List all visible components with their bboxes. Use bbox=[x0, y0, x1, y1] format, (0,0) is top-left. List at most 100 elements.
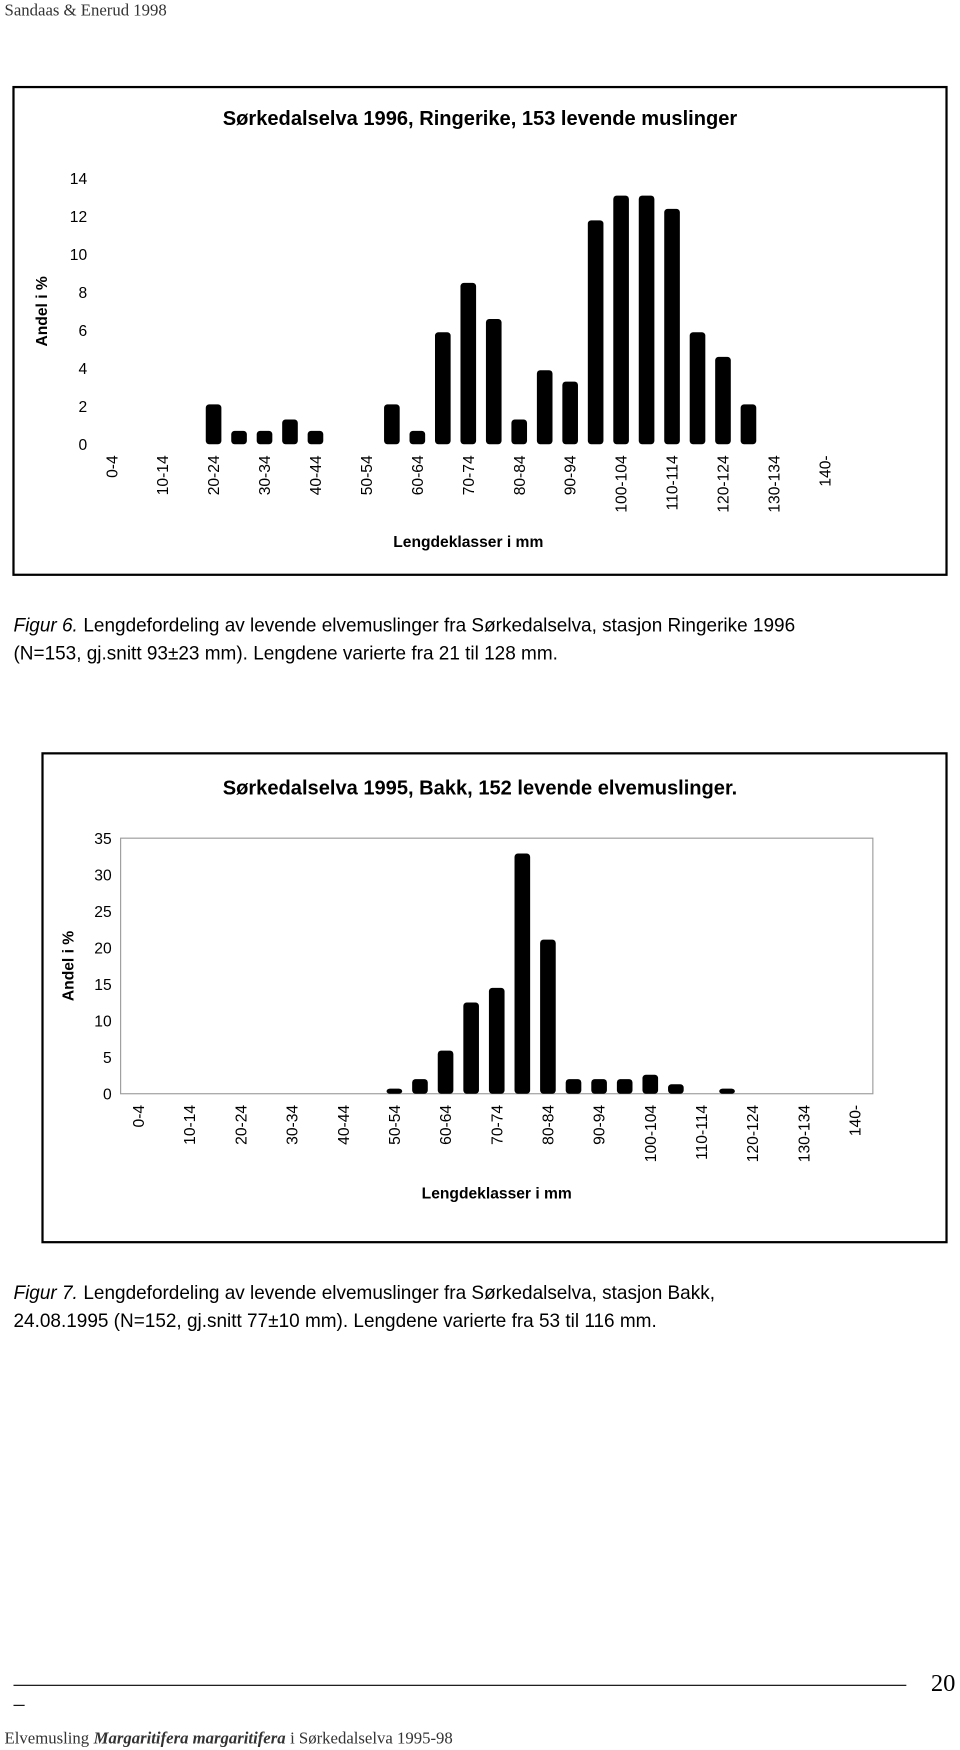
y-tick-label: 14 bbox=[70, 171, 88, 188]
y-tick-label: 0 bbox=[103, 1086, 112, 1103]
x-tick-label: 140- bbox=[817, 455, 834, 486]
chart-title: Sørkedalselva 1996, Ringerike, 153 leven… bbox=[223, 108, 738, 130]
y-tick-label: 25 bbox=[94, 904, 112, 921]
y-tick-label: 20 bbox=[94, 940, 112, 957]
y-tick-label: 35 bbox=[94, 831, 112, 848]
bar bbox=[668, 1084, 684, 1094]
y-axis-title: Andel i % bbox=[61, 931, 78, 1001]
bar bbox=[562, 381, 578, 445]
bar bbox=[256, 430, 273, 445]
bar bbox=[434, 332, 451, 445]
bar bbox=[638, 195, 655, 445]
x-tick-label: 10-14 bbox=[155, 455, 172, 495]
x-tick-label: 80-84 bbox=[512, 455, 529, 495]
y-tick-label: 10 bbox=[70, 247, 88, 264]
x-tick-label: 70-74 bbox=[489, 1105, 506, 1145]
bar bbox=[587, 220, 604, 445]
bar bbox=[689, 332, 706, 445]
x-axis-title: Lengdeklasser i mm bbox=[393, 534, 543, 551]
y-axis-title: Andel i % bbox=[34, 276, 51, 346]
y-tick-label: 12 bbox=[70, 209, 87, 226]
y-tick-label: 30 bbox=[94, 867, 112, 884]
bar bbox=[409, 430, 426, 445]
x-tick-label: 80-84 bbox=[541, 1105, 558, 1145]
bar bbox=[591, 1079, 607, 1094]
x-tick-label: 30-34 bbox=[257, 455, 274, 495]
caption-line: 24.08.1995 (N=152, gj.snitt 77±10 mm). L… bbox=[13, 1311, 656, 1332]
x-tick-label: 20-24 bbox=[233, 1105, 250, 1145]
caption-line: Lengdefordeling av levende elvemuslinger… bbox=[83, 616, 795, 637]
bar bbox=[463, 1002, 479, 1094]
y-tick-label: 6 bbox=[78, 323, 87, 340]
x-tick-label: 70-74 bbox=[461, 455, 478, 495]
y-tick-label: 8 bbox=[78, 285, 87, 302]
x-tick-label: 110-114 bbox=[694, 1105, 711, 1160]
bar bbox=[460, 282, 477, 445]
bar bbox=[485, 318, 502, 445]
x-tick-label: 60-64 bbox=[438, 1105, 455, 1145]
chart-frame bbox=[41, 752, 948, 1244]
bar bbox=[437, 1050, 454, 1094]
y-tick-label: 10 bbox=[94, 1013, 112, 1030]
footer-part: i Sørkedalselva 1995-98 bbox=[290, 1728, 453, 1747]
x-tick-label: 100-104 bbox=[643, 1105, 660, 1163]
x-tick-label: 130-134 bbox=[767, 455, 784, 513]
bar bbox=[715, 356, 731, 445]
y-tick-label: 0 bbox=[78, 437, 87, 454]
bar bbox=[740, 404, 757, 445]
x-tick-label: 60-64 bbox=[410, 455, 427, 495]
x-tick-label: 120-124 bbox=[745, 1105, 762, 1163]
y-tick-label: 15 bbox=[94, 977, 112, 994]
x-tick-label: 120-124 bbox=[716, 455, 733, 513]
bar bbox=[384, 404, 400, 445]
bar bbox=[307, 430, 324, 445]
x-tick-label: 50-54 bbox=[387, 1105, 404, 1145]
x-tick-label: 50-54 bbox=[359, 455, 376, 495]
y-tick-label: 5 bbox=[103, 1050, 112, 1067]
x-tick-label: 130-134 bbox=[796, 1105, 813, 1163]
bar bbox=[282, 419, 298, 445]
bar bbox=[386, 1088, 403, 1094]
bar bbox=[719, 1088, 735, 1094]
page-header: Sandaas & Enerud 1998 bbox=[5, 1, 167, 20]
x-tick-label: 90-94 bbox=[563, 455, 580, 495]
x-tick-label: 0-4 bbox=[104, 455, 121, 478]
y-tick-label: 4 bbox=[78, 361, 87, 378]
bar bbox=[412, 1079, 428, 1094]
caption-label: Figur 6. bbox=[13, 616, 77, 637]
bar bbox=[540, 939, 556, 1094]
footer-text: Elvemusling Margaritifera margaritifera i … bbox=[5, 1728, 453, 1747]
footer-part: Margaritifera margaritifera bbox=[93, 1728, 286, 1747]
chart-frame bbox=[12, 85, 948, 576]
chart-title: Sørkedalselva 1995, Bakk, 152 levende el… bbox=[223, 778, 738, 800]
x-tick-label: 0-4 bbox=[131, 1105, 148, 1128]
x-tick-label: 40-44 bbox=[336, 1105, 353, 1145]
bar bbox=[613, 195, 629, 445]
caption: Figur 6. Lengdefordeling av levende elvem… bbox=[13, 616, 795, 637]
bar bbox=[488, 987, 505, 1094]
caption-line: (N=153, gj.snitt 93±23 mm). Lengdene var… bbox=[13, 644, 557, 665]
page-number: 20 bbox=[931, 1670, 956, 1697]
caption-line: Lengdefordeling av levende elvemuslinger… bbox=[83, 1283, 715, 1304]
x-tick-label: 20-24 bbox=[206, 455, 223, 495]
y-tick-label: 2 bbox=[78, 399, 87, 416]
bar bbox=[511, 419, 528, 445]
x-tick-label: 100-104 bbox=[614, 455, 631, 513]
caption-label: Figur 7. bbox=[13, 1283, 77, 1304]
bar bbox=[514, 853, 531, 1094]
bar bbox=[565, 1079, 582, 1094]
caption: Figur 7. Lengdefordeling av levende elvem… bbox=[13, 1283, 714, 1304]
x-tick-label: 140- bbox=[848, 1105, 865, 1136]
x-tick-label: 90-94 bbox=[592, 1105, 609, 1145]
bar bbox=[205, 404, 222, 445]
footer-part: Elvemusling bbox=[5, 1728, 90, 1747]
x-axis-title: Lengdeklasser i mm bbox=[422, 1186, 572, 1203]
bar bbox=[616, 1079, 633, 1094]
bar bbox=[231, 430, 247, 445]
x-tick-label: 30-34 bbox=[285, 1105, 302, 1145]
x-tick-label: 40-44 bbox=[308, 455, 325, 495]
bar bbox=[536, 370, 553, 445]
bar bbox=[664, 208, 680, 445]
x-tick-label: 10-14 bbox=[182, 1105, 199, 1145]
